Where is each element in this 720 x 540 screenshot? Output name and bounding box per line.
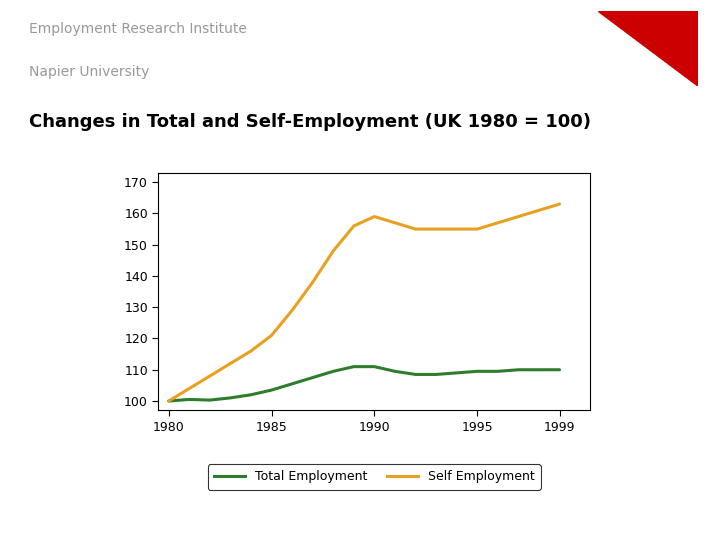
Legend: Total Employment, Self Employment: Total Employment, Self Employment [208,464,541,490]
Text: Changes in Total and Self-Employment (UK 1980 = 100): Changes in Total and Self-Employment (UK… [29,113,591,131]
Text: Employment Research Institute: Employment Research Institute [29,22,247,36]
Polygon shape [598,11,698,86]
Text: Napier University: Napier University [29,65,149,79]
